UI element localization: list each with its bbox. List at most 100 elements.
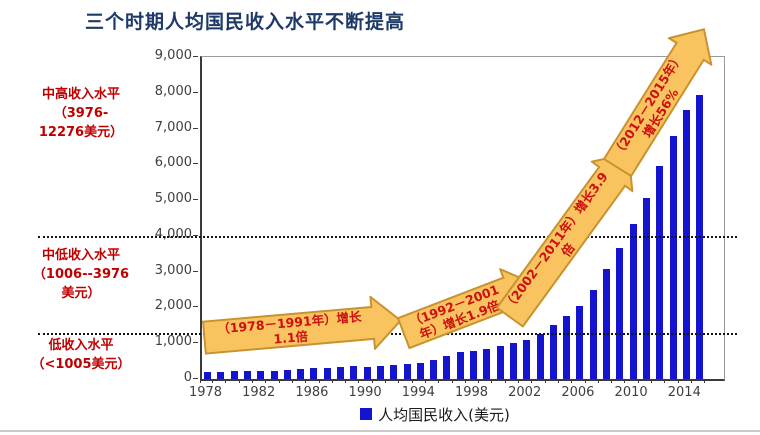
x-tick [451, 379, 453, 383]
x-tick [478, 379, 480, 383]
x-tick [318, 379, 320, 383]
bar-1981 [243, 371, 251, 379]
bar-2006 [576, 305, 584, 379]
x-tick [544, 379, 546, 383]
y-tick-label: 5,000 [154, 191, 192, 207]
bar-2010 [629, 223, 637, 379]
x-tick [597, 379, 599, 383]
x-tick [651, 379, 653, 383]
bar-1985 [297, 368, 305, 379]
bar-1989 [350, 366, 358, 379]
bar-2005 [563, 316, 571, 379]
y-tick [193, 91, 198, 93]
x-tick [385, 379, 387, 383]
x-tick [464, 379, 466, 383]
y-tick [193, 306, 198, 308]
bar-2011 [642, 197, 650, 379]
bar-2002 [523, 339, 531, 379]
y-tick-label: 0 [183, 370, 192, 385]
x-tick-label: 1994 [401, 385, 435, 400]
bar-1994 [416, 362, 424, 379]
bar-1993 [403, 364, 411, 379]
x-tick [212, 379, 214, 383]
y-tick-label: 1,000 [154, 334, 192, 350]
y-tick [193, 127, 198, 129]
chart-title: 三个时期人均国民收入水平不断提高 [85, 11, 406, 33]
x-tick [345, 379, 347, 383]
legend-swatch-icon [360, 408, 373, 420]
income-threshold-line-1 [38, 235, 737, 238]
x-tick [504, 379, 506, 383]
bar-2000 [496, 345, 504, 379]
x-tick [637, 379, 639, 383]
y-tick-label: 2,000 [154, 298, 192, 314]
bar-2001 [509, 343, 517, 379]
legend-label: 人均国民收入(美元) [378, 405, 510, 424]
x-tick [611, 379, 613, 383]
x-tick-label: 2014 [667, 385, 701, 400]
x-tick-label: 2002 [508, 385, 542, 400]
y-tick [193, 342, 198, 344]
x-tick [438, 379, 440, 383]
y-tick [193, 378, 198, 379]
x-tick-label: 2006 [561, 385, 595, 400]
bar-2003 [536, 333, 544, 379]
bar-1987 [323, 367, 331, 379]
x-tick [677, 379, 679, 383]
y-tick [193, 199, 198, 201]
growth-arrow-2012-2015: （2012－2015年）增长56% [595, 14, 727, 182]
income-band-label-low: 低收入水平 （<1005美元） [31, 338, 131, 372]
x-tick-label: 1998 [454, 385, 489, 400]
x-tick [278, 379, 280, 383]
x-tick-label: 2010 [614, 385, 648, 400]
bar-1982 [257, 371, 265, 379]
x-tick [584, 379, 586, 383]
x-tick-label: 1990 [348, 385, 382, 400]
bar-2008 [603, 269, 610, 379]
x-tick [704, 379, 706, 383]
x-tick [531, 379, 533, 383]
x-tick [571, 379, 573, 383]
bar-1984 [283, 370, 291, 379]
bar-1992 [390, 365, 398, 379]
bar-1978 [204, 371, 211, 379]
bar-1980 [230, 371, 238, 379]
x-tick [424, 379, 426, 383]
bar-1998 [470, 350, 477, 379]
bar-1990 [363, 367, 371, 379]
x-tick [238, 379, 240, 383]
bar-1986 [310, 368, 318, 379]
bar-1997 [456, 352, 464, 379]
bar-2014 [682, 109, 690, 379]
x-tick-label: 1986 [295, 385, 329, 400]
bar-1999 [483, 348, 491, 379]
income-band-label-lower-middle: 中低收入水平 （1006--3976 美元） [32, 248, 130, 301]
arrow-shape-icon [602, 28, 713, 178]
x-tick [358, 379, 360, 383]
arrow-shape-icon [201, 294, 403, 355]
growth-arrow-1978-1991: （1978－1991年）增长1.1倍 [201, 293, 405, 364]
x-tick [225, 379, 227, 383]
x-tick [291, 379, 293, 383]
x-tick [690, 379, 692, 383]
x-tick [557, 379, 559, 383]
y-tick [193, 56, 198, 57]
x-tick [624, 379, 626, 383]
bar-1996 [443, 355, 451, 379]
bar-1988 [337, 366, 344, 379]
x-tick [518, 379, 520, 383]
x-tick [265, 379, 267, 383]
bar-2009 [616, 248, 624, 379]
bar-1991 [376, 366, 384, 379]
y-tick-label: 9,000 [154, 48, 192, 63]
x-tick-label: 1978 [188, 385, 223, 400]
bar-2012 [656, 166, 664, 379]
y-tick-label: 3,000 [154, 262, 192, 278]
bar-2013 [669, 135, 677, 379]
y-tick-label: 4,000 [154, 226, 192, 242]
y-tick-label: 6,000 [154, 155, 192, 171]
x-tick [252, 379, 254, 383]
income-band-label-upper-middle: 中高收入水平 （3976- 12276美元） [38, 87, 124, 140]
y-tick-label: 7,000 [154, 119, 192, 135]
